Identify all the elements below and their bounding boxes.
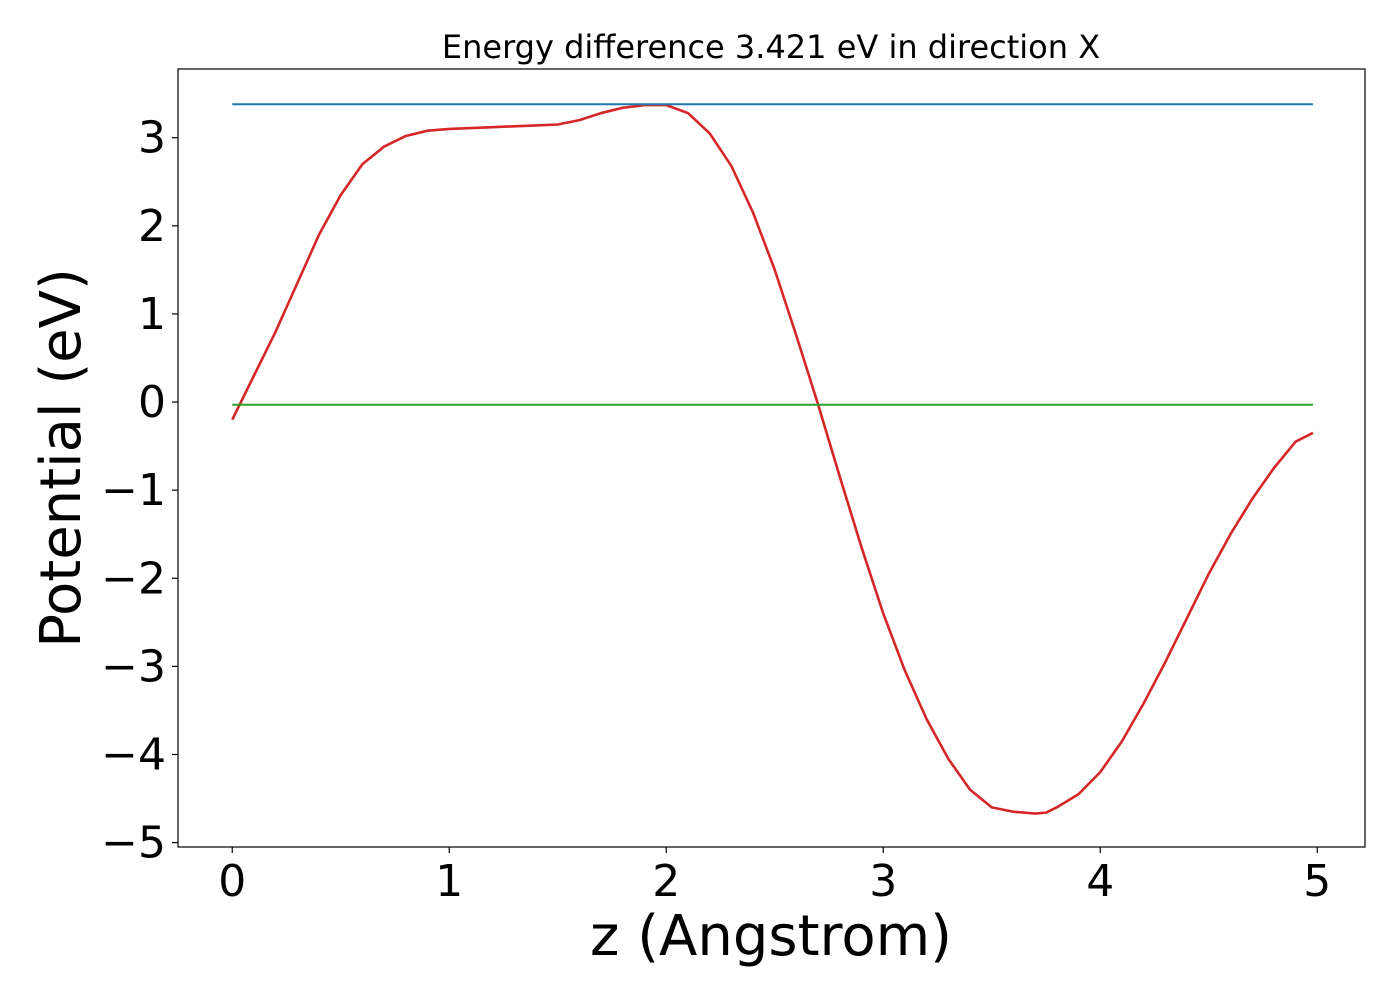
plot-frame — [177, 68, 1366, 848]
x-tick-label: 2 — [652, 856, 680, 907]
y-tick-label: 0 — [138, 377, 166, 428]
y-tick-label: 1 — [138, 289, 166, 340]
chart-title: Energy difference 3.421 eV in direction … — [442, 28, 1100, 66]
series-line-0 — [231, 103, 1314, 815]
x-tick-label: 1 — [435, 856, 463, 907]
plot-layer — [231, 103, 1314, 815]
y-tick-label: −4 — [101, 729, 166, 780]
x-axis-label: z (Angstrom) — [590, 904, 952, 969]
y-tick-label: 2 — [138, 201, 166, 252]
x-tick-label: 3 — [869, 856, 897, 907]
y-tick-label: −5 — [101, 818, 166, 869]
y-tick-label: −2 — [101, 553, 166, 604]
y-axis-label: Potential (eV) — [29, 268, 94, 648]
y-tick-label: −3 — [101, 641, 166, 692]
x-tick-label: 4 — [1086, 856, 1114, 907]
y-tick-label: −1 — [101, 465, 166, 516]
x-tick-label: 5 — [1303, 856, 1331, 907]
x-tick-label: 0 — [218, 856, 246, 907]
y-tick-label: 3 — [138, 113, 166, 164]
ticks-layer: 0 1 2 3 4 5 −5 −4 −3 −2 −1 0 1 2 3 — [101, 113, 1331, 907]
